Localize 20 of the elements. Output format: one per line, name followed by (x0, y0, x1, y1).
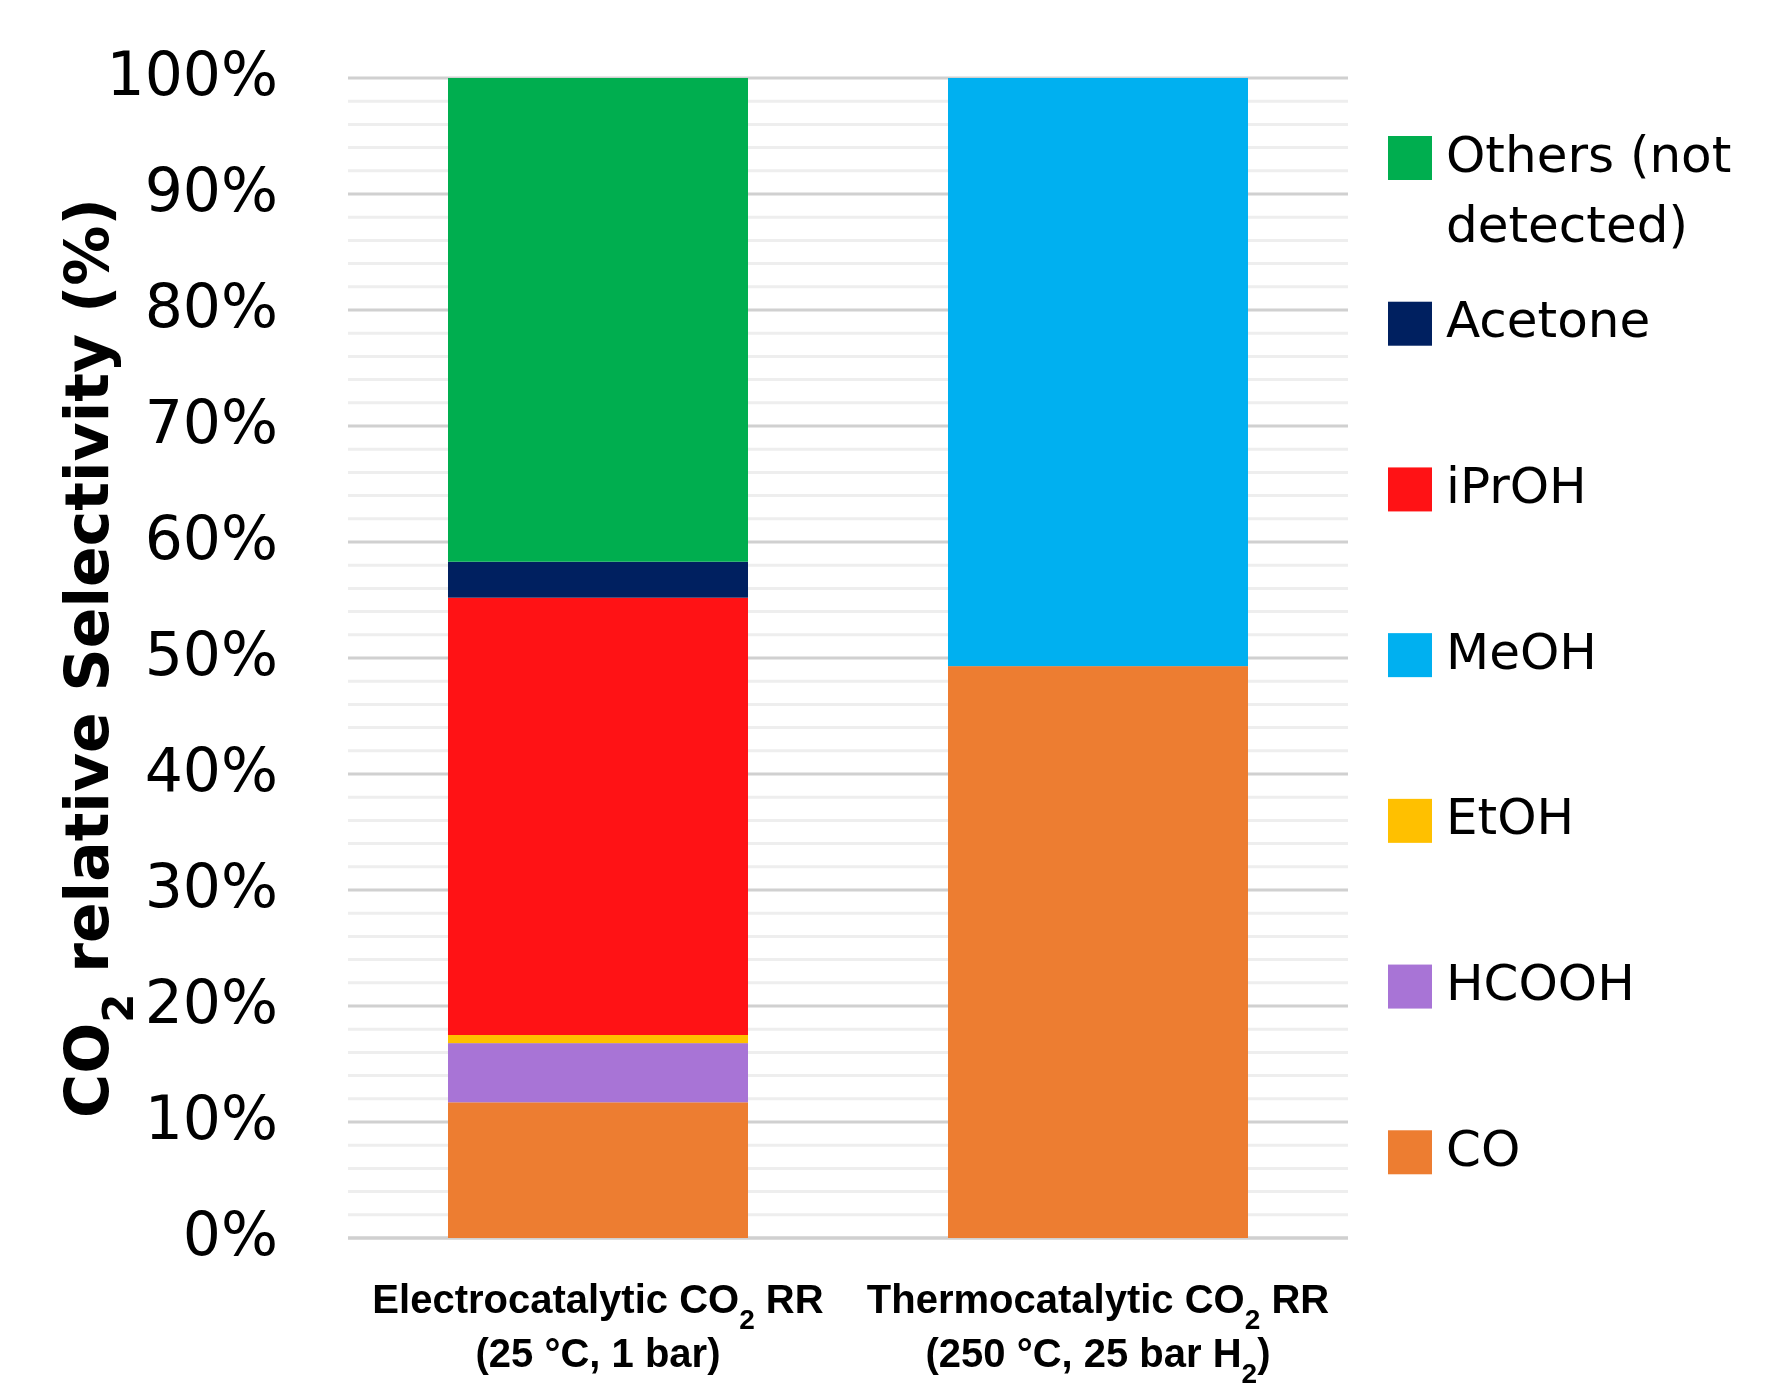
legend-label: EtOH (1446, 788, 1575, 847)
y-tick-label: 30% (144, 850, 278, 921)
x-tick-label: Electrocatalytic CO$_{2}$ RR (25 °C, 1 bar) (372, 1277, 824, 1375)
legend-label: Acetone (1446, 291, 1651, 350)
y-tick-label: 60% (144, 502, 278, 573)
y-tick-label: 90% (144, 154, 278, 225)
y-tick-label: 50% (144, 618, 278, 689)
y-tick-label: 70% (144, 386, 278, 457)
y-tick-label: 20% (144, 966, 278, 1037)
y-tick-label: 100% (106, 38, 278, 109)
y-tick-label: 40% (144, 734, 278, 805)
legend-label: MeOH (1446, 622, 1597, 681)
legend-label: Others (not detected) (1446, 125, 1732, 254)
x-tick-label: Thermocatalytic CO$_{2}$ RR (250 °C, 25 bar H$_{2}$) (866, 1277, 1330, 1389)
y-tick-label: 80% (144, 270, 278, 341)
legend-label: HCOOH (1446, 954, 1635, 1013)
legend-label: CO (1446, 1119, 1521, 1178)
legend-label: iPrOH (1446, 456, 1587, 515)
y-tick-label: 0% (182, 1198, 278, 1269)
y-tick-label: 10% (144, 1082, 278, 1153)
